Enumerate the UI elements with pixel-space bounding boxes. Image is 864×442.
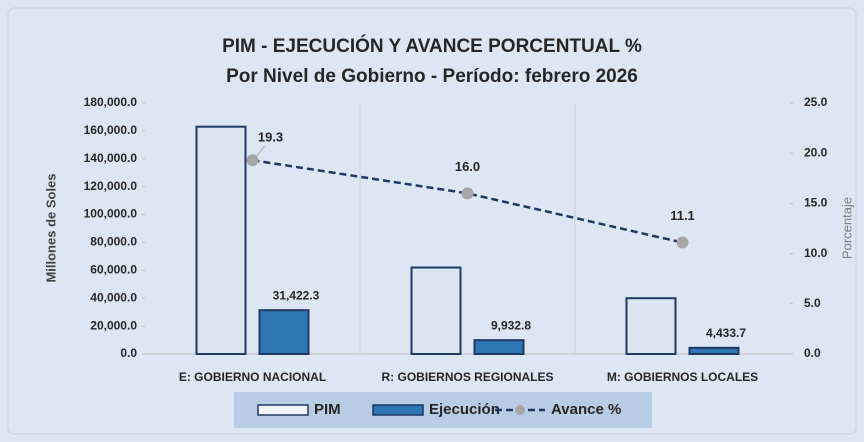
line-marker — [676, 236, 689, 249]
bar — [473, 339, 525, 355]
y-tick-label: 100,000.0 — [84, 207, 138, 221]
line — [252, 158, 683, 244]
legend-label: PIM — [314, 401, 341, 418]
y2-tick-label: 15.0 — [804, 196, 828, 210]
x-tick-label: E: GOBIERNO NACIONAL — [179, 370, 326, 384]
legend-swatch — [372, 404, 424, 416]
line-marker — [246, 154, 259, 167]
y-tick-label: 160,000.0 — [84, 123, 138, 137]
data-label: 19.3 — [258, 130, 283, 145]
y2-axis-label: Porcentaje — [839, 197, 854, 259]
y-tick-label: 20,000.0 — [90, 318, 137, 332]
bar — [688, 346, 740, 355]
legend-label: Avance % — [551, 401, 621, 418]
data-label: 11.1 — [670, 208, 695, 223]
y2-tick-label: 10.0 — [804, 246, 828, 260]
bar — [625, 297, 677, 356]
y2-tick-label: 20.0 — [804, 145, 828, 159]
y-tick-label: 140,000.0 — [84, 151, 138, 165]
bar — [410, 266, 462, 355]
line-marker — [461, 187, 474, 200]
chart-border — [7, 7, 857, 435]
y2-tick-label: 5.0 — [804, 296, 821, 310]
y2-tick-label: 0.0 — [804, 346, 821, 360]
x-tick-label: M: GOBIERNOS LOCALES — [607, 370, 758, 384]
bar — [195, 125, 247, 356]
data-label: 16.0 — [455, 159, 480, 174]
data-label: 31,422.3 — [273, 288, 320, 302]
x-tick-label: R: GOBIERNOS REGIONALES — [381, 370, 553, 384]
leader-line — [256, 145, 265, 157]
chart-subtitle: Por Nivel de Gobierno - Período: febrero… — [226, 66, 638, 87]
legend-swatch — [257, 404, 309, 416]
y-axis-label: Millones de Soles — [43, 173, 58, 282]
legend-marker — [515, 405, 525, 415]
legend-label: Ejecución — [429, 401, 500, 418]
y-tick-label: 180,000.0 — [84, 95, 138, 109]
data-label: 9,932.8 — [491, 318, 531, 332]
data-label: 4,433.7 — [706, 326, 746, 340]
y-tick-label: 80,000.0 — [90, 235, 137, 249]
y2-tick-label: 25.0 — [804, 95, 828, 109]
chart-title: PIM - EJECUCIÓN Y AVANCE PORCENTUAL % — [222, 35, 642, 57]
y-tick-label: 40,000.0 — [90, 290, 137, 304]
y-tick-label: 60,000.0 — [90, 263, 137, 277]
bar — [258, 309, 310, 355]
y-tick-label: 120,000.0 — [84, 179, 138, 193]
y-tick-label: 0.0 — [120, 346, 137, 360]
